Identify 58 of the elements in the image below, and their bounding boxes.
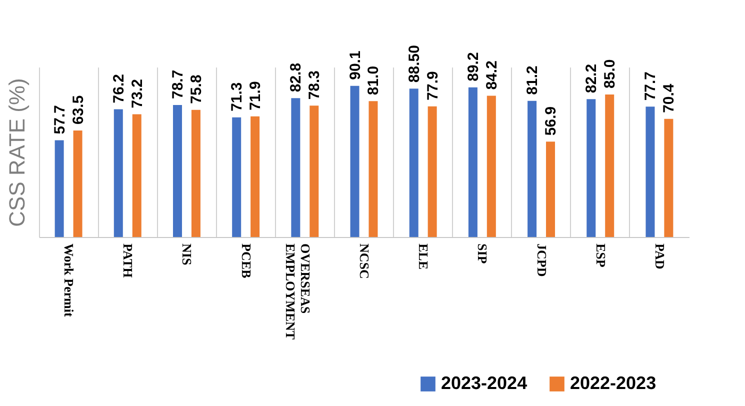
data-label: 71.3	[228, 82, 246, 112]
data-label: 81.0	[365, 66, 382, 96]
bar	[73, 130, 82, 237]
legend-label: 2022-2023	[570, 373, 656, 393]
bar	[232, 117, 242, 237]
data-label: 85.0	[602, 59, 619, 88]
data-label: 77.7	[642, 71, 660, 101]
bar	[486, 96, 496, 237]
data-label: 75.8	[188, 74, 205, 104]
data-label: 57.7	[51, 105, 68, 134]
bar	[468, 87, 478, 237]
data-label: 78.3	[306, 70, 324, 100]
data-label: 89.2	[464, 52, 482, 82]
data-label: 84.2	[483, 60, 500, 90]
bar	[291, 98, 300, 237]
bar	[428, 106, 437, 237]
x-tick-label: PAD	[652, 244, 668, 270]
x-tick-label: PCEB	[238, 244, 254, 278]
bar	[664, 118, 674, 237]
bar	[250, 116, 260, 237]
x-tick-label: NIS	[180, 244, 195, 266]
data-label: 82.8	[288, 62, 305, 92]
bar	[586, 99, 596, 237]
bar	[54, 140, 64, 237]
data-label: 71.9	[247, 81, 264, 110]
data-label: 78.7	[169, 70, 186, 100]
data-label: 77.9	[424, 71, 442, 100]
bar	[605, 94, 614, 237]
x-tick-label: NCSC	[357, 244, 372, 279]
bar	[546, 142, 556, 237]
legend-label: 2023-2024	[441, 373, 528, 393]
data-label: 82.2	[583, 64, 600, 94]
bar	[191, 110, 200, 237]
data-label: 81.2	[524, 66, 542, 95]
bar	[114, 109, 123, 237]
data-label: 63.5	[70, 95, 87, 124]
data-label: 70.4	[660, 83, 678, 113]
bar	[409, 88, 418, 237]
data-label: 76.2	[110, 74, 128, 104]
y-axis-title: CSS RATE (%)	[4, 78, 30, 227]
bar	[368, 101, 378, 237]
bar	[132, 114, 142, 237]
bar	[310, 106, 319, 237]
x-tick-label: Work Permit	[62, 244, 77, 318]
x-tick-label: OVERSEAS EMPLOYMENT	[282, 244, 313, 340]
data-label: 90.1	[346, 50, 364, 80]
data-label: 56.9	[542, 106, 560, 136]
bar	[350, 86, 360, 237]
data-label: 88.50	[406, 45, 423, 83]
x-tick-label: ELE	[416, 244, 432, 270]
bar	[646, 106, 655, 237]
data-label: 73.2	[128, 79, 146, 108]
x-tick-label: JCPD	[534, 244, 550, 277]
x-tick-label: ESP	[593, 244, 608, 268]
bar	[172, 105, 182, 237]
bar	[528, 100, 537, 237]
x-tick-label: PATH	[120, 244, 136, 278]
x-tick-label: SIP	[475, 244, 490, 264]
